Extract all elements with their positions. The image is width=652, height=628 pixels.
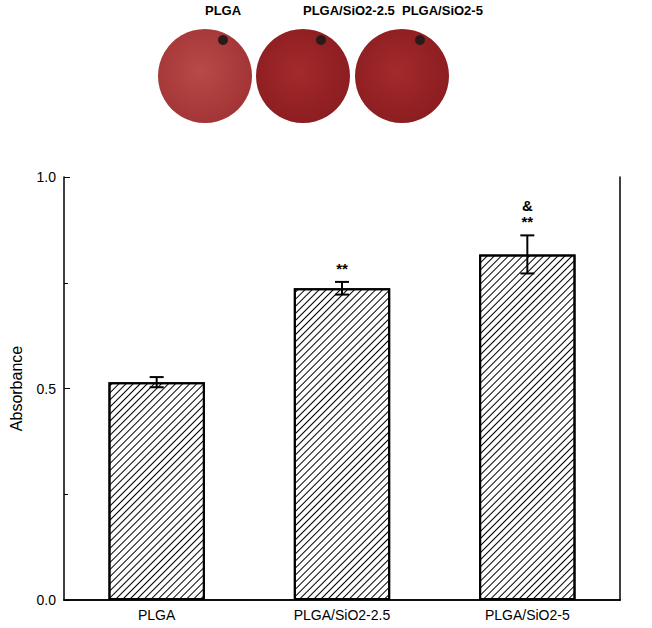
svg-text:PLGA/SiO2-5: PLGA/SiO2-5 xyxy=(485,607,570,623)
svg-text:PLGA/SiO2-5: PLGA/SiO2-5 xyxy=(402,3,483,18)
svg-text:PLGA/SiO2-2.5: PLGA/SiO2-2.5 xyxy=(303,3,395,18)
svg-text:1.0: 1.0 xyxy=(37,169,57,185)
svg-text:**: ** xyxy=(336,260,348,277)
svg-text:**: ** xyxy=(521,213,533,230)
svg-text:Absorbance: Absorbance xyxy=(8,346,25,431)
svg-text:PLGA/SiO2-2.5: PLGA/SiO2-2.5 xyxy=(294,607,391,623)
svg-text:0.5: 0.5 xyxy=(37,381,57,397)
svg-text:PLGA: PLGA xyxy=(138,607,176,623)
svg-text:PLGA: PLGA xyxy=(205,3,242,18)
svg-text:&: & xyxy=(522,197,533,214)
svg-text:0.0: 0.0 xyxy=(37,592,57,608)
